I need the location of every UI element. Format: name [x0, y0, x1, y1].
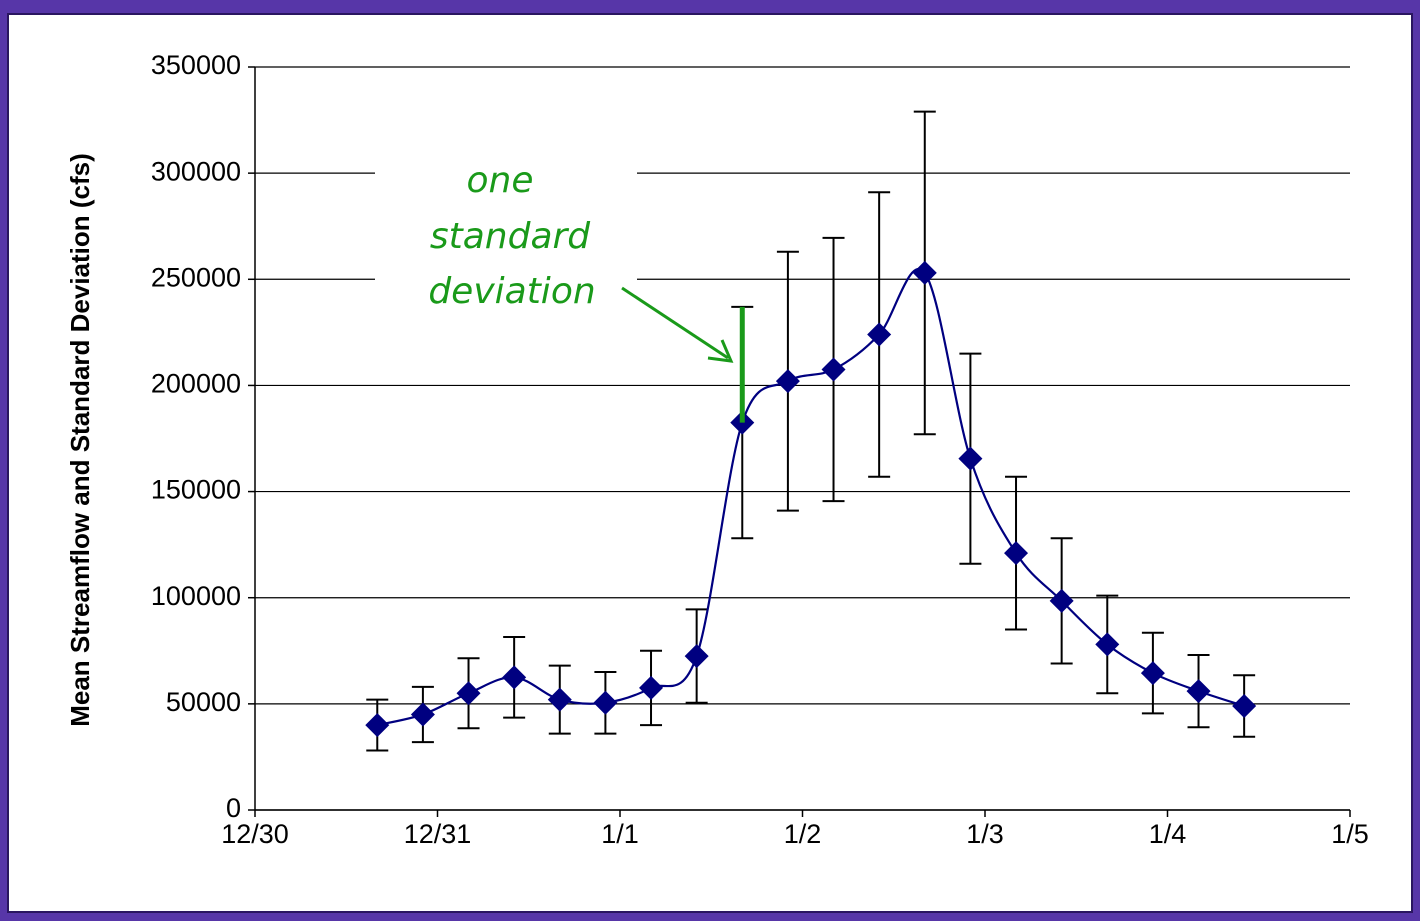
marker [547, 687, 572, 712]
marker [1004, 541, 1029, 566]
series-line [377, 268, 1245, 727]
annotation-text: one [467, 160, 534, 201]
marker [639, 675, 664, 700]
marker [821, 357, 846, 382]
marker [1049, 588, 1074, 613]
marker [502, 665, 527, 690]
y-tick-label: 150000 [151, 475, 241, 505]
marker [410, 702, 435, 727]
marker [1095, 632, 1120, 657]
marker [365, 713, 390, 738]
annotation-arrowhead [707, 339, 734, 363]
marker [593, 690, 618, 715]
y-tick-label: 350000 [151, 50, 241, 80]
y-tick-label: 200000 [151, 369, 241, 399]
y-axis-title: Mean Streamflow and Standard Deviation (… [65, 153, 95, 727]
x-tick-label: 1/3 [966, 819, 1004, 849]
annotation-text: standard [430, 216, 591, 257]
marker [1186, 679, 1211, 704]
marker [867, 322, 892, 347]
annotation-text: deviation [428, 271, 595, 312]
y-tick-label: 0 [226, 793, 241, 823]
annotation-arrow [621, 286, 729, 360]
chart-background [7, 13, 1413, 913]
x-tick-label: 1/4 [1149, 819, 1187, 849]
x-tick-label: 12/31 [404, 819, 472, 849]
x-tick-label: 1/2 [784, 819, 822, 849]
y-tick-label: 50000 [166, 687, 241, 717]
y-tick-label: 250000 [151, 262, 241, 292]
annotation-backdrop [375, 150, 637, 322]
marker [775, 369, 800, 394]
marker [912, 260, 937, 285]
marker [1232, 693, 1257, 718]
x-tick-label: 1/5 [1331, 819, 1369, 849]
marker [456, 681, 481, 706]
marker [1140, 661, 1165, 686]
marker [684, 644, 709, 669]
y-tick-label: 300000 [151, 156, 241, 186]
x-tick-label: 12/30 [221, 819, 289, 849]
marker [958, 446, 983, 471]
y-tick-label: 100000 [151, 581, 241, 611]
x-tick-label: 1/1 [601, 819, 639, 849]
